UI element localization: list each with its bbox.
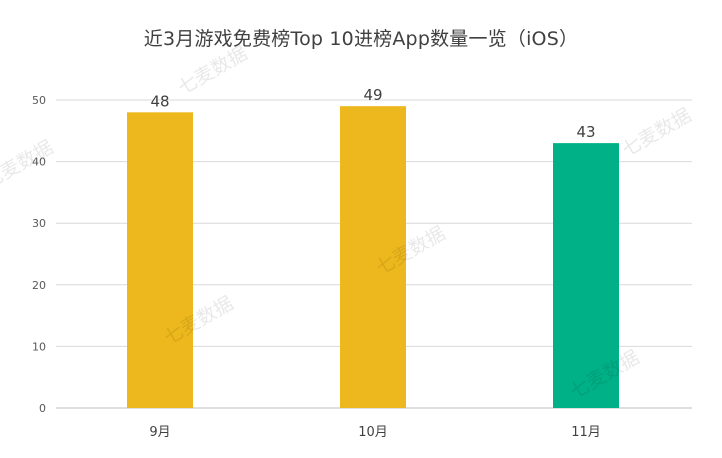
data-label: 49 bbox=[363, 86, 382, 104]
bar-10月 bbox=[340, 106, 406, 408]
y-axis-ticks: 0 10 20 30 40 50 bbox=[32, 94, 46, 415]
x-tick-label: 11月 bbox=[571, 425, 601, 440]
y-tick-label: 40 bbox=[32, 156, 46, 169]
data-label: 48 bbox=[150, 92, 169, 110]
y-tick-label: 10 bbox=[32, 340, 46, 353]
y-tick-label: 30 bbox=[32, 217, 46, 230]
y-tick-label: 0 bbox=[39, 402, 46, 415]
bars bbox=[127, 106, 619, 408]
y-tick-label: 50 bbox=[32, 94, 46, 107]
x-tick-label: 9月 bbox=[149, 425, 170, 440]
x-axis-ticks: 9月 10月 11月 bbox=[149, 425, 600, 440]
chart-title: 近3月游戏免费榜Top 10进榜App数量一览（iOS） bbox=[143, 28, 579, 50]
bar-11月 bbox=[553, 143, 619, 408]
bar-9月 bbox=[127, 112, 193, 408]
data-label: 43 bbox=[576, 123, 595, 141]
y-tick-label: 20 bbox=[32, 279, 46, 292]
data-labels: 48 49 43 bbox=[150, 86, 595, 141]
x-tick-label: 10月 bbox=[358, 425, 388, 440]
